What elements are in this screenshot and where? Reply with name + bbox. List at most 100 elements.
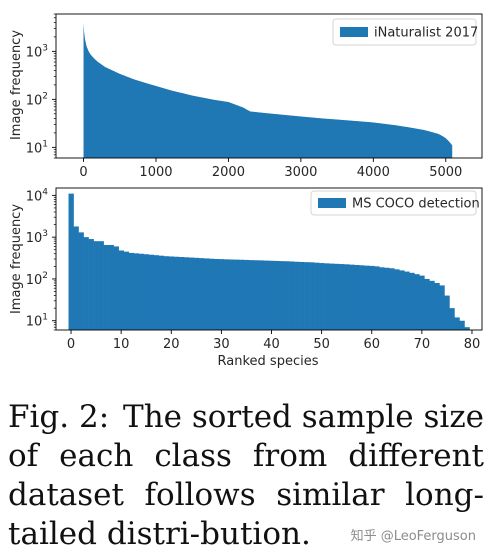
caption-number: Fig. 2: — [8, 399, 110, 435]
x-tick-label: 20 — [163, 337, 180, 352]
bar-3 — [83, 237, 89, 330]
x-tick-label: 5000 — [429, 165, 462, 180]
bar-37 — [253, 260, 260, 330]
bar-15 — [143, 254, 150, 330]
bar-29 — [213, 259, 220, 330]
bar-26 — [198, 258, 205, 330]
bar-35 — [243, 259, 250, 330]
bar-36 — [248, 260, 255, 330]
legend-label: MS COCO detection — [352, 197, 480, 212]
x-tick-label: 10 — [113, 337, 130, 352]
plot-frame — [55, 13, 483, 159]
bar-34 — [238, 259, 245, 330]
bar-43 — [284, 261, 290, 330]
bar-76 — [449, 308, 455, 330]
bar-79 — [464, 327, 470, 330]
figure-caption: Fig. 2: The sorted sample size of each c… — [8, 398, 484, 554]
bar-74 — [439, 285, 445, 330]
bar-56 — [349, 264, 355, 330]
bar-69 — [414, 274, 420, 330]
bar-77 — [454, 317, 460, 330]
bar-75 — [444, 295, 450, 330]
bar-61 — [374, 266, 380, 330]
bar-62 — [379, 267, 385, 330]
bar-6 — [98, 241, 104, 330]
bar-41 — [274, 260, 280, 330]
legend-swatch — [318, 198, 346, 208]
bar-68 — [409, 272, 415, 330]
bars — [68, 193, 470, 330]
bar-31 — [223, 259, 230, 330]
bar-9 — [113, 246, 119, 330]
bar-42 — [279, 261, 285, 330]
bar-30 — [218, 259, 225, 330]
bar-18 — [158, 255, 165, 330]
coco-chart: Image frequency 0 10 20 30 40 50 60 70 80 101 102 1… — [9, 187, 483, 369]
bar-67 — [404, 271, 410, 330]
legend-label: iNaturalist 2017 — [374, 26, 478, 41]
bar-78 — [459, 320, 465, 330]
bar-2 — [78, 232, 84, 330]
bar-44 — [289, 261, 295, 330]
bar-55 — [344, 264, 350, 330]
bar-39 — [263, 260, 270, 330]
x-tick-label: 1000 — [139, 165, 172, 180]
bar-47 — [304, 262, 310, 330]
bar-52 — [329, 263, 335, 330]
inaturalist-chart: Image frequency 0 1000 2000 3000 4000 5000 101… — [9, 13, 483, 180]
bar-73 — [434, 282, 440, 330]
x-tick-label: 0 — [67, 337, 75, 352]
x-tick-label: 60 — [363, 337, 380, 352]
y-axis-label: Image frequency — [9, 30, 24, 140]
bar-64 — [389, 268, 395, 330]
bar-23 — [183, 257, 190, 330]
y-tick-label: 103 — [26, 229, 48, 246]
bar-11 — [123, 251, 129, 330]
watermark: 知乎 @LeoFerguson — [348, 525, 478, 544]
legend-swatch — [340, 27, 368, 37]
bar-60 — [369, 265, 375, 330]
y-tick-label: 104 — [26, 187, 49, 204]
y-tick-label: 101 — [26, 139, 48, 156]
axes: 0 1000 2000 3000 4000 5000 101 102 103 — [26, 13, 462, 180]
legend: iNaturalist 2017 — [332, 18, 478, 46]
bar-17 — [153, 255, 160, 330]
x-tick-label: 0 — [79, 165, 87, 180]
x-tick-label: 50 — [313, 337, 330, 352]
bar-53 — [334, 263, 340, 330]
x-axis-label: Ranked species — [218, 354, 319, 369]
bar-0 — [68, 193, 74, 330]
bar-27 — [203, 258, 210, 330]
x-tick-label: 70 — [414, 337, 431, 352]
bar-71 — [424, 278, 430, 330]
bar-72 — [429, 280, 435, 330]
bar-65 — [394, 269, 400, 330]
bar-49 — [314, 262, 320, 330]
bar-33 — [233, 259, 240, 330]
axes: 0 10 20 30 40 50 60 70 80 101 102 103 104 — [26, 187, 481, 352]
x-tick-label: 40 — [263, 337, 280, 352]
caption-text: The sorted sample size of each class fro… — [8, 399, 484, 552]
bar-16 — [148, 254, 155, 330]
bar-46 — [299, 261, 305, 330]
bar-51 — [324, 263, 330, 330]
bar-10 — [118, 250, 124, 330]
bar-50 — [319, 263, 325, 330]
bar-13 — [133, 253, 139, 330]
y-tick-label: 103 — [26, 43, 48, 60]
bar-48 — [309, 262, 315, 330]
bar-45 — [294, 261, 300, 330]
bar-4 — [88, 239, 94, 330]
x-tick-label: 30 — [213, 337, 230, 352]
bar-57 — [354, 264, 360, 330]
figure: Image frequency 0 1000 2000 3000 4000 5000101… — [9, 13, 483, 369]
bar-14 — [138, 253, 144, 330]
y-tick-label: 101 — [26, 313, 48, 330]
bar-32 — [228, 259, 235, 330]
bar-38 — [258, 260, 265, 330]
bar-63 — [384, 267, 390, 330]
bar-58 — [359, 265, 365, 330]
bar-28 — [208, 258, 215, 330]
bar-59 — [364, 265, 370, 330]
bar-19 — [163, 256, 170, 330]
